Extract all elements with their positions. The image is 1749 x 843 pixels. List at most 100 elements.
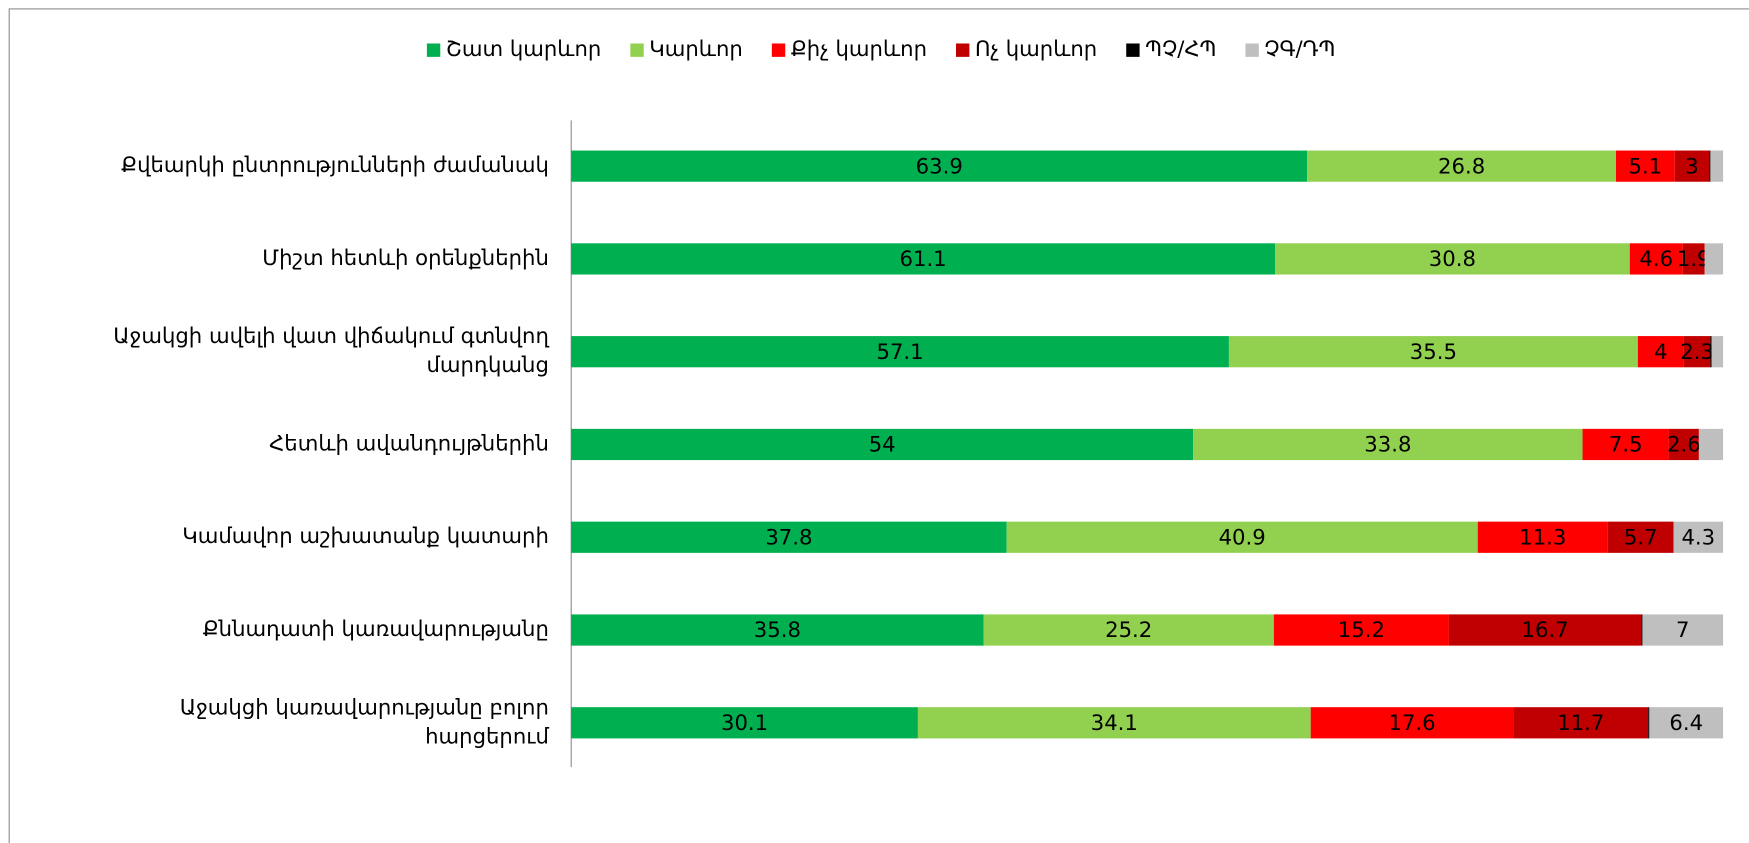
bar-segment bbox=[1477, 521, 1608, 553]
data-label: 63.9 bbox=[916, 153, 963, 178]
bar-segment bbox=[1648, 707, 1650, 739]
data-label: 4.6 bbox=[1639, 246, 1673, 271]
data-label: 11.3 bbox=[1519, 524, 1566, 549]
bar-segment bbox=[1637, 336, 1684, 368]
bar-segment bbox=[571, 150, 1308, 182]
bar-segment bbox=[1682, 243, 1705, 275]
bar-segment bbox=[1629, 243, 1683, 275]
data-label: 15.2 bbox=[1338, 617, 1385, 642]
y-tick-label: Աջակցի կառավարությանը բոլոր հարցերում bbox=[180, 694, 550, 748]
y-tick-label: Քվեարկի ընտրությունների ժամանակ bbox=[121, 152, 549, 177]
bar-segment bbox=[571, 428, 1194, 461]
legend-label: Քիչ կարևոր bbox=[791, 36, 927, 61]
data-label: 57.1 bbox=[876, 339, 923, 364]
data-label: 37.8 bbox=[765, 524, 812, 549]
data-label: 4.3 bbox=[1681, 524, 1715, 549]
data-label: 3 bbox=[1685, 153, 1698, 178]
data-label: 17.6 bbox=[1388, 710, 1435, 735]
bar-segment bbox=[1641, 614, 1643, 646]
data-label: 61.1 bbox=[900, 246, 947, 271]
bar-segment bbox=[983, 614, 1274, 646]
data-label: 5.7 bbox=[1624, 524, 1658, 549]
y-tick-label-line: հարցերում bbox=[425, 723, 549, 748]
bar-segment bbox=[1649, 707, 1724, 739]
data-label: 4 bbox=[1654, 339, 1667, 364]
data-label: 7 bbox=[1676, 617, 1689, 642]
legend-swatch bbox=[630, 43, 644, 57]
legend-label: Ոչ կարևոր bbox=[975, 36, 1097, 61]
chart-frame bbox=[8, 8, 1749, 843]
bar-segment bbox=[1310, 707, 1514, 739]
bar-segment bbox=[1582, 428, 1669, 461]
data-label: 33.8 bbox=[1364, 432, 1411, 457]
legend-label: ՉԳ/ԴՊ bbox=[1264, 36, 1335, 61]
y-tick-label-line: Աջակցի կառավարությանը բոլոր bbox=[180, 694, 549, 719]
bar-segment bbox=[1709, 150, 1711, 182]
bar-segment bbox=[1273, 614, 1449, 646]
bar-segment bbox=[1698, 428, 1724, 461]
bar-segment bbox=[1704, 243, 1724, 275]
bar-segment bbox=[1710, 336, 1712, 368]
y-tick-label-line: Հետևի ավանդույթներին bbox=[269, 430, 549, 455]
bar-segment bbox=[1607, 521, 1674, 553]
bar-segment bbox=[1674, 150, 1710, 182]
bar-segment bbox=[571, 336, 1229, 368]
bar-segment bbox=[1710, 150, 1724, 182]
data-label: 6.4 bbox=[1669, 710, 1703, 735]
legend-swatch bbox=[956, 43, 970, 57]
bar-segment bbox=[1711, 336, 1724, 368]
y-tick-label-line: Քննադատի կառավարությանը bbox=[203, 616, 549, 641]
bar-segment bbox=[1274, 243, 1630, 275]
y-tick-label: Աջակցի ավելի վատ վիճակում գտնվող մարդկանց bbox=[113, 323, 549, 377]
y-tick-label-line: Քվեարկի ընտրությունների ժամանակ bbox=[121, 152, 549, 177]
bar-segment bbox=[571, 243, 1275, 275]
data-label: 54 bbox=[869, 432, 896, 457]
legend-swatch bbox=[771, 43, 786, 57]
data-label: 25.2 bbox=[1105, 617, 1152, 642]
data-label: 40.9 bbox=[1219, 524, 1266, 549]
y-tick-label: Միշտ հետևի օրենքներին bbox=[262, 245, 549, 270]
bar-segment bbox=[1642, 614, 1724, 646]
bar-segment bbox=[1193, 428, 1583, 461]
data-label: 16.7 bbox=[1522, 617, 1569, 642]
bar-segment bbox=[571, 521, 1007, 553]
data-label: 30.1 bbox=[721, 710, 768, 735]
bar-segment bbox=[917, 707, 1311, 739]
bar-segment bbox=[571, 614, 984, 646]
data-label: 7.5 bbox=[1609, 432, 1643, 457]
bar-segment bbox=[1615, 150, 1675, 182]
data-label: 11.7 bbox=[1557, 710, 1604, 735]
legend-swatch bbox=[1126, 43, 1140, 57]
legend-swatch bbox=[426, 43, 441, 57]
data-label: 30.8 bbox=[1429, 246, 1476, 271]
bar-segment bbox=[1228, 336, 1638, 368]
y-tick-label-line: մարդկանց bbox=[427, 352, 549, 377]
legend: Շատ կարևոր Կարևոր Քիչ կարևոր Ոչ կարևոր ՊՉ/ՀՊ… bbox=[426, 36, 1335, 61]
data-label: 5.1 bbox=[1628, 153, 1662, 178]
y-tick-label: Կամավոր աշխատանք կատարի bbox=[182, 523, 549, 548]
y-tick-label: Հետևի ավանդույթներին bbox=[269, 430, 549, 455]
bar-segment bbox=[1668, 428, 1699, 461]
y-tick-label-line: Միշտ հետևի օրենքներին bbox=[262, 245, 549, 270]
legend-label: Շատ կարևոր bbox=[446, 36, 601, 61]
bar-segment bbox=[1513, 707, 1649, 739]
y-tick-label-line: Աջակցի ավելի վատ վիճակում գտնվող bbox=[113, 323, 549, 348]
data-label: 34.1 bbox=[1091, 710, 1138, 735]
bar-segment bbox=[1307, 150, 1616, 182]
y-tick-label: Քննադատի կառավարությանը bbox=[203, 616, 549, 641]
bar-segment bbox=[1673, 521, 1724, 553]
legend-swatch bbox=[1245, 43, 1259, 57]
legend-label: Կարևոր bbox=[649, 36, 743, 61]
y-tick-label-line: Կամավոր աշխատանք կատարի bbox=[182, 523, 549, 548]
data-label: 35.5 bbox=[1410, 339, 1457, 364]
legend-label: ՊՉ/ՀՊ bbox=[1145, 36, 1216, 61]
bar-segment bbox=[1448, 614, 1642, 646]
data-label: 35.8 bbox=[754, 617, 801, 642]
bar-segment bbox=[571, 707, 918, 739]
bar-segment bbox=[1683, 336, 1711, 368]
data-label: 2.6 bbox=[1667, 432, 1701, 457]
data-label: 26.8 bbox=[1438, 153, 1485, 178]
bar-segment bbox=[1006, 521, 1478, 553]
data-label: 2.3 bbox=[1680, 339, 1714, 364]
